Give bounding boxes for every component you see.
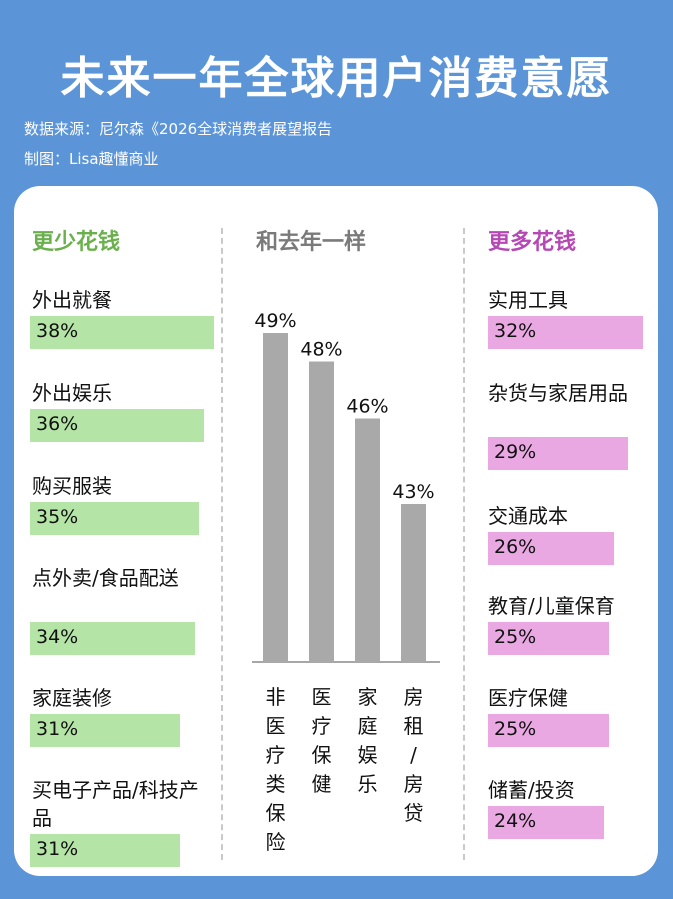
spend-less-bar: 35% — [30, 502, 199, 535]
spend-less-bar: 38% — [30, 316, 214, 349]
spend-less-category-label: 外出娱乐 — [32, 381, 112, 405]
spend-same-value-label: 43% — [392, 481, 434, 503]
spend-less-value-label: 36% — [36, 413, 79, 435]
spend-more-bar: 24% — [488, 806, 604, 839]
spend-less-bar: 31% — [30, 714, 180, 747]
spend-same-bar — [263, 333, 288, 662]
spend-more-column: 更多花钱 实用工具 32% 杂货与家居用品 29% 交通成本 26% 教育/儿童保育 25% 医… — [472, 186, 658, 876]
spend-more-bar: 25% — [488, 714, 609, 747]
data-source: 数据来源：尼尔森《2026全球消费者展望报告 — [24, 120, 333, 138]
column-divider-right — [463, 228, 465, 860]
spend-less-category-label: 买电子产品/科技产品 — [32, 778, 199, 830]
spend-same-value-label: 49% — [254, 310, 296, 332]
spend-less-bar: 36% — [30, 409, 204, 442]
spend-more-bar: 29% — [488, 437, 628, 470]
spend-same-category-label: 家庭娱乐 — [358, 685, 378, 796]
spend-less-category-label: 点外卖/食品配送 — [32, 566, 179, 590]
spend-more-value-label: 26% — [494, 536, 537, 558]
spend-less-value-label: 38% — [36, 320, 79, 342]
spend-less-category-label: 家庭装修 — [32, 686, 112, 710]
spend-more-bar: 32% — [488, 316, 643, 349]
spend-same-category-label: 房租/房贷 — [404, 685, 424, 825]
spend-more-category-label: 实用工具 — [488, 288, 568, 312]
spend-less-bar: 34% — [30, 622, 195, 655]
spend-less-value-label: 34% — [36, 626, 79, 648]
spend-less-category-label: 购买服装 — [32, 474, 112, 498]
chart-credit: 制图：Lisa趣懂商业 — [24, 150, 159, 168]
spend-same-category-label: 非医疗类保险 — [266, 685, 286, 854]
spend-more-bar: 26% — [488, 532, 614, 565]
spend-more-category-label: 储蓄/投资 — [488, 778, 575, 802]
column-divider-left — [221, 228, 223, 860]
spend-same-column: 和去年一样 49% 非医疗类保险 48% 医疗保健 46% 家庭娱乐 43% 房租/房贷 — [222, 186, 470, 876]
spend-more-category-label: 教育/儿童保育 — [488, 594, 615, 618]
spend-more-value-label: 32% — [494, 320, 537, 342]
spend-more-category-label: 交通成本 — [488, 504, 568, 528]
spend-more-value-label: 25% — [494, 626, 537, 648]
spend-more-value-label: 29% — [494, 441, 537, 463]
spend-more-value-label: 25% — [494, 718, 537, 740]
chart-card: 更少花钱 外出就餐 38% 外出娱乐 36% 购买服装 35% 点外卖/食品配送 34% 家庭装… — [14, 186, 658, 876]
spend-less-value-label: 31% — [36, 718, 79, 740]
spend-same-bar-chart: 49% 非医疗类保险 48% 医疗保健 46% 家庭娱乐 43% 房租/房贷 — [252, 310, 440, 854]
spend-same-bar — [309, 361, 334, 662]
spend-less-heading: 更少花钱 — [32, 230, 121, 255]
spend-same-heading: 和去年一样 — [256, 230, 367, 255]
spend-more-category-label: 医疗保健 — [488, 686, 568, 710]
spend-same-value-label: 48% — [300, 339, 342, 361]
spend-less-category-label: 外出就餐 — [32, 288, 112, 312]
page-title: 未来一年全球用户消费意愿 — [60, 53, 613, 104]
spend-same-category-label: 医疗保健 — [312, 685, 332, 796]
spend-same-bar — [401, 504, 426, 662]
spend-less-value-label: 31% — [36, 838, 79, 860]
spend-more-value-label: 24% — [494, 810, 537, 832]
header: 未来一年全球用户消费意愿 数据来源：尼尔森《2026全球消费者展望报告 制图：L… — [0, 0, 673, 185]
spend-more-bar: 25% — [488, 622, 609, 655]
spend-same-bar — [355, 418, 380, 662]
spend-less-value-label: 35% — [36, 506, 79, 528]
spend-same-value-label: 46% — [346, 396, 388, 418]
spend-more-category-label: 杂货与家居用品 — [488, 381, 628, 405]
spend-less-bar: 31% — [30, 834, 180, 867]
spend-more-heading: 更多花钱 — [488, 230, 577, 255]
spend-less-column: 更少花钱 外出就餐 38% 外出娱乐 36% 购买服装 35% 点外卖/食品配送 34% 家庭装… — [14, 186, 220, 876]
